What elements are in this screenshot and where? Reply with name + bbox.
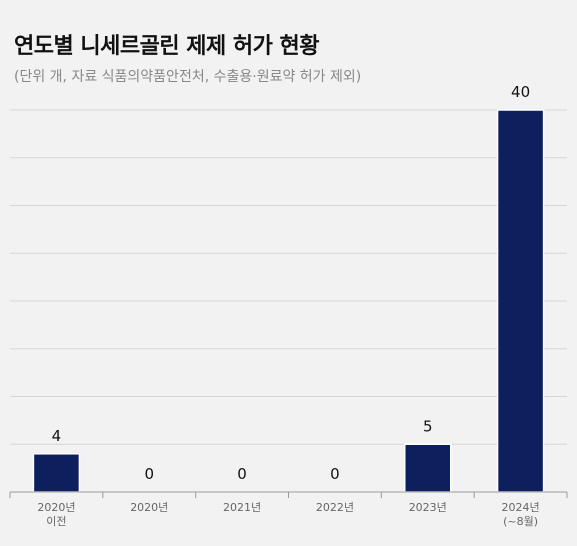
data-label: 5: [423, 417, 433, 435]
bar: [404, 443, 452, 493]
x-tick-label: 2020년 이전: [37, 501, 75, 528]
chart-title: 연도별 니세르골린 제제 허가 현황: [14, 34, 320, 59]
bar: [32, 453, 81, 493]
bar: [496, 109, 545, 493]
x-tick-label: 2024년 (~8월): [502, 501, 540, 528]
x-tick-label: 2023년: [409, 501, 447, 514]
x-tick-label: 2020년: [130, 501, 168, 514]
data-label: 0: [237, 465, 247, 483]
data-label: 40: [511, 83, 530, 101]
data-label: 0: [144, 465, 154, 483]
chart-subtitle: (단위 개, 자료 식품의약품안전처, 수출용·원료약 허가 제외): [14, 69, 362, 85]
x-tick-label: 2022년: [316, 501, 354, 514]
x-tick-label: 2021년: [223, 501, 261, 514]
data-label: 0: [330, 465, 340, 483]
data-label: 4: [52, 427, 62, 445]
